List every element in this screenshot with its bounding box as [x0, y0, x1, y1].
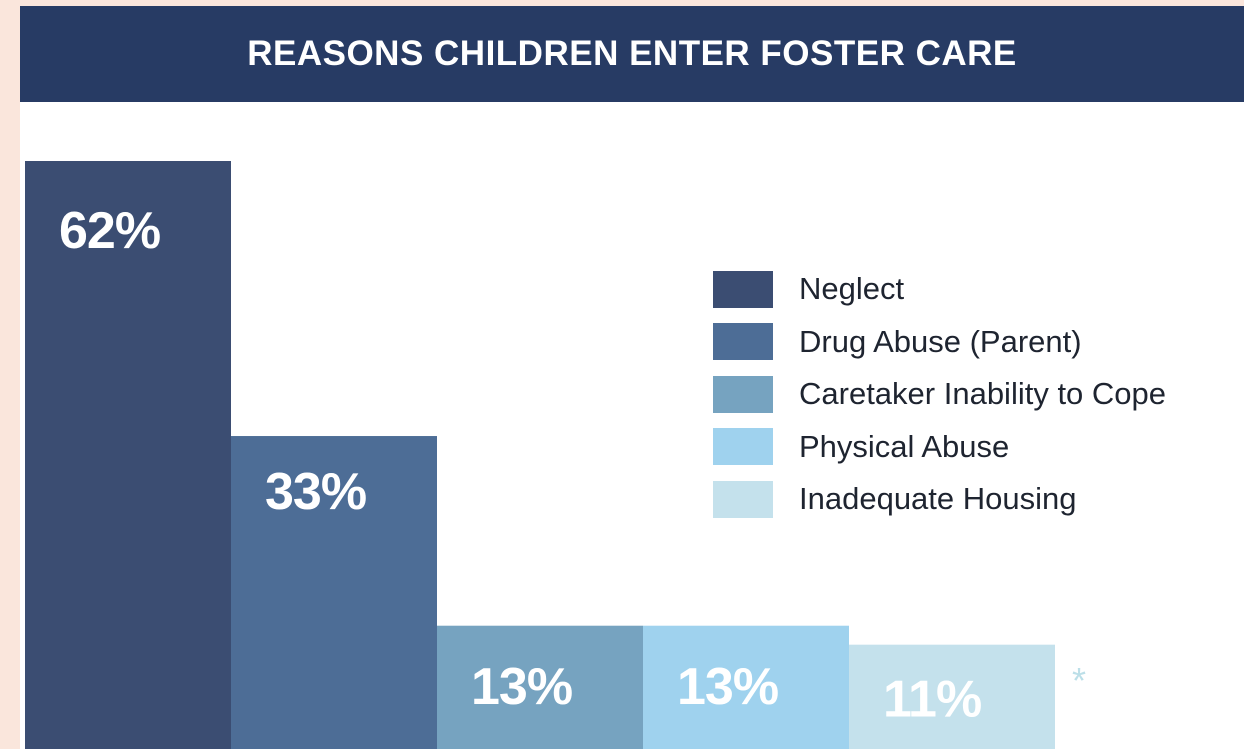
- legend-swatch: [713, 428, 773, 466]
- bar-chart: 62% 33% 13% 13% 11%: [25, 161, 1055, 749]
- bar-2: [231, 436, 437, 749]
- bar-3: [437, 625, 643, 749]
- bar-5: [849, 644, 1055, 749]
- chart-title: REASONS CHILDREN ENTER FOSTER CARE: [247, 34, 1017, 73]
- legend-item: Drug Abuse (Parent): [713, 316, 1166, 369]
- legend-item: Inadequate Housing: [713, 473, 1166, 526]
- legend-swatch: [713, 480, 773, 518]
- footnote-asterisk: *: [1072, 660, 1087, 701]
- legend-item: Physical Abuse: [713, 421, 1166, 474]
- legend-item: Neglect: [713, 263, 1166, 316]
- chart-card: REASONS CHILDREN ENTER FOSTER CARE 62% 33…: [20, 6, 1244, 749]
- legend-label: Caretaker Inability to Cope: [799, 376, 1167, 412]
- legend-item: Caretaker Inability to Cope: [713, 368, 1166, 421]
- bar-4: [643, 625, 849, 749]
- legend-swatch: [713, 375, 773, 413]
- bar-value-label: 11%: [883, 671, 981, 729]
- title-bar: REASONS CHILDREN ENTER FOSTER CARE: [20, 6, 1244, 102]
- bar-value-label: 13%: [471, 658, 572, 716]
- bar-value-label: 33%: [265, 463, 366, 521]
- bar-value-label: 62%: [59, 202, 160, 260]
- legend-label: Physical Abuse: [799, 428, 1010, 464]
- legend-swatch: [713, 323, 773, 361]
- chart-legend: Neglect Drug Abuse (Parent) Caretaker Inab…: [713, 263, 1166, 526]
- legend-label: Drug Abuse (Parent): [799, 323, 1082, 359]
- legend-swatch: [713, 270, 773, 308]
- legend-label: Inadequate Housing: [799, 481, 1077, 517]
- bar-value-label: 13%: [677, 658, 778, 716]
- bar-1: [25, 161, 231, 749]
- legend-label: Neglect: [799, 271, 905, 307]
